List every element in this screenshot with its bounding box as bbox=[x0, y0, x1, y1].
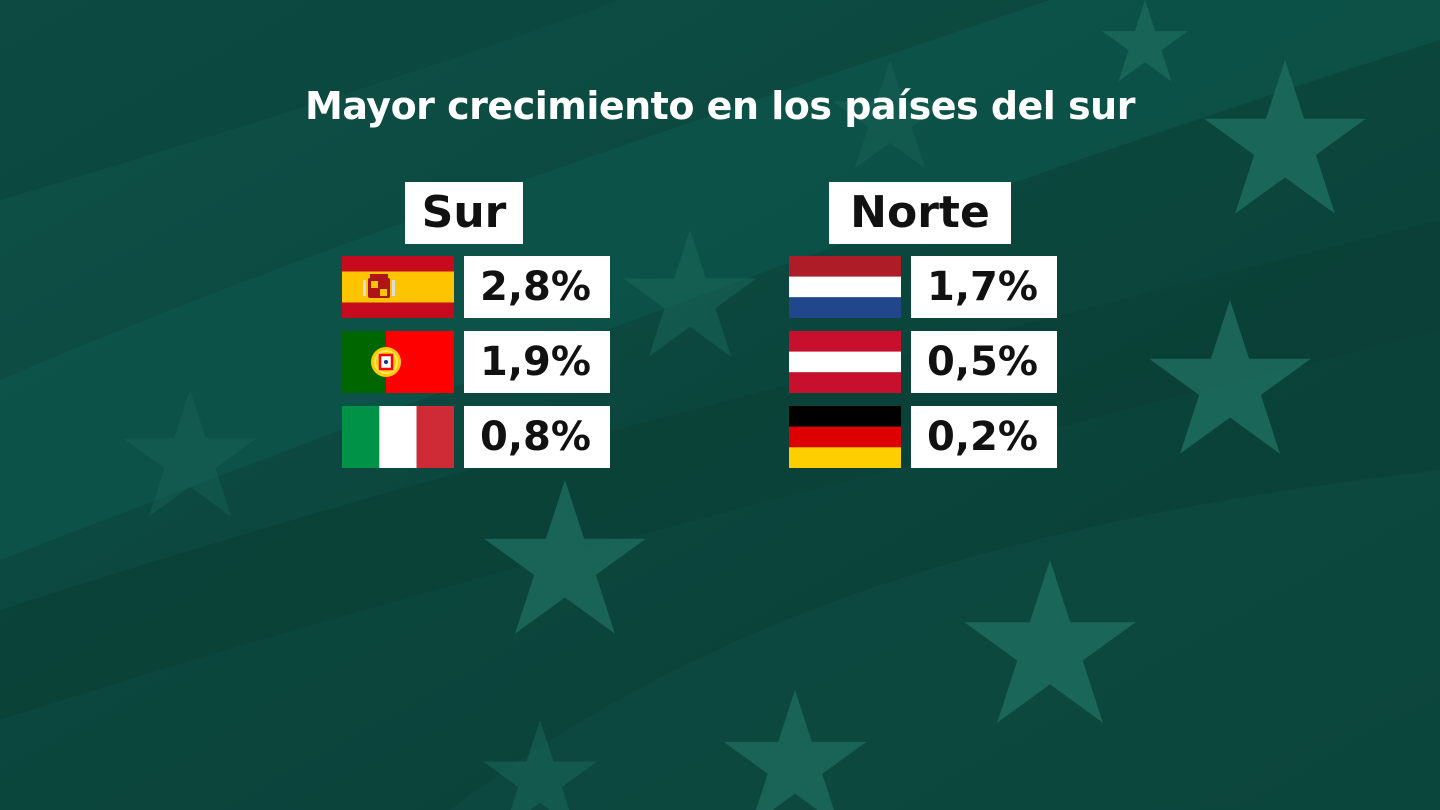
south-row-portugal: 1,9% bbox=[342, 331, 610, 393]
south-header: Sur bbox=[405, 182, 523, 244]
south-row-italy: 0,8% bbox=[342, 406, 610, 468]
page-title: Mayor crecimiento en los países del sur bbox=[305, 84, 1135, 128]
italy-flag-icon bbox=[342, 406, 454, 468]
austria-flag-icon bbox=[789, 331, 901, 393]
spain-value: 2,8% bbox=[464, 256, 610, 318]
austria-value: 0,5% bbox=[911, 331, 1057, 393]
portugal-value: 1,9% bbox=[464, 331, 610, 393]
north-row-austria: 0,5% bbox=[789, 331, 1057, 393]
portugal-flag-icon bbox=[342, 331, 454, 393]
spain-flag-icon bbox=[342, 256, 454, 318]
netherlands-flag-icon bbox=[789, 256, 901, 318]
germany-flag-icon bbox=[789, 406, 901, 468]
italy-value: 0,8% bbox=[464, 406, 610, 468]
north-row-germany: 0,2% bbox=[789, 406, 1057, 468]
netherlands-value: 1,7% bbox=[911, 256, 1057, 318]
germany-value: 0,2% bbox=[911, 406, 1057, 468]
north-header: Norte bbox=[829, 182, 1011, 244]
south-row-spain: 2,8% bbox=[342, 256, 610, 318]
north-row-netherlands: 1,7% bbox=[789, 256, 1057, 318]
